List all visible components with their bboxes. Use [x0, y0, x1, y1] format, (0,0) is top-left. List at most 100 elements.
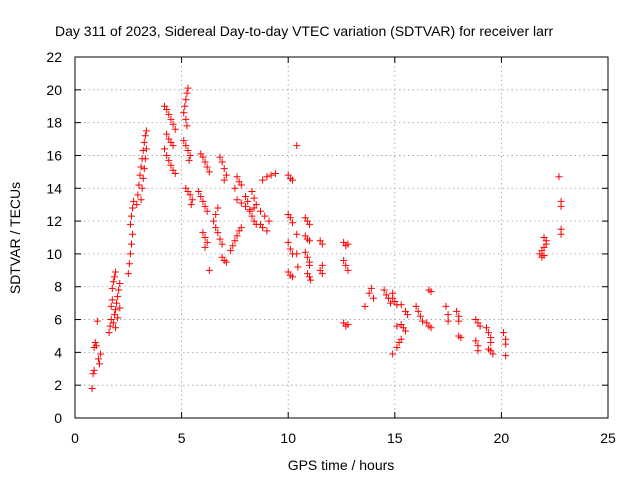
data-point: [134, 191, 142, 199]
data-point: [126, 250, 134, 258]
data-point: [187, 201, 195, 209]
data-point: [231, 184, 239, 192]
data-point: [242, 202, 250, 210]
x-tick-label: 0: [71, 430, 79, 446]
data-point: [487, 339, 495, 347]
data-point: [237, 199, 245, 207]
data-point: [124, 270, 132, 278]
y-tick-label: 8: [54, 279, 62, 295]
data-point: [419, 317, 427, 325]
data-point: [112, 306, 120, 314]
data-point: [105, 329, 113, 337]
data-point: [306, 273, 314, 281]
data-point: [301, 248, 309, 256]
data-point: [227, 247, 235, 255]
data-point: [259, 176, 267, 184]
data-point: [318, 270, 326, 278]
data-point: [163, 151, 171, 159]
data-point: [369, 294, 377, 302]
data-point: [229, 242, 237, 250]
data-point: [344, 320, 352, 328]
data-point: [288, 273, 296, 281]
data-point: [141, 155, 149, 163]
data-point: [380, 286, 388, 294]
data-point: [139, 174, 147, 182]
data-point: [263, 173, 271, 181]
data-point: [112, 324, 120, 332]
x-tick-label: 5: [178, 430, 186, 446]
data-point: [171, 125, 179, 133]
data-point: [427, 324, 435, 332]
data-point: [183, 122, 191, 130]
data-point: [199, 153, 207, 161]
data-point: [246, 207, 254, 215]
data-point: [133, 201, 141, 209]
data-point: [110, 273, 118, 281]
data-point: [557, 202, 565, 210]
data-point: [416, 312, 424, 320]
data-point: [130, 197, 138, 205]
data-point: [414, 307, 422, 315]
data-point: [212, 211, 220, 219]
data-point: [180, 109, 188, 117]
data-point: [169, 120, 177, 128]
data-point: [140, 138, 148, 146]
y-tick-label: 4: [54, 344, 62, 360]
data-point: [184, 147, 192, 155]
data-point: [114, 293, 122, 301]
x-tick-labels: 0 5 10 15 20 25: [71, 430, 616, 446]
data-point: [181, 102, 189, 110]
data-point: [303, 253, 311, 261]
data-point: [137, 163, 145, 171]
data-point: [109, 319, 117, 327]
x-axis-label: GPS time / hours: [288, 457, 395, 473]
data-point: [113, 299, 121, 307]
data-point: [455, 317, 463, 325]
grid-lines: [75, 57, 608, 418]
data-point: [203, 238, 211, 246]
data-point: [393, 322, 401, 330]
y-tick-label: 20: [46, 82, 62, 98]
data-point: [389, 350, 397, 358]
data-point: [222, 258, 230, 266]
x-tick-label: 10: [280, 430, 296, 446]
data-point: [199, 197, 207, 205]
data-point: [142, 127, 150, 135]
data-point: [97, 350, 105, 358]
data-point: [387, 299, 395, 307]
data-point: [139, 147, 147, 155]
y-tick-label: 12: [46, 213, 62, 229]
data-point: [344, 240, 352, 248]
data-point: [453, 307, 461, 315]
data-point: [186, 151, 194, 159]
data-point: [115, 286, 123, 294]
data-point: [340, 256, 348, 264]
data-point: [231, 237, 239, 245]
data-point: [233, 196, 241, 204]
data-point: [195, 188, 203, 196]
data-point: [412, 302, 420, 310]
data-point: [135, 181, 143, 189]
data-point: [125, 260, 133, 268]
data-point: [306, 220, 314, 228]
data-point: [89, 370, 97, 378]
data-point: [502, 352, 510, 360]
data-point: [500, 329, 508, 337]
data-point: [210, 217, 218, 225]
data-point: [108, 284, 116, 292]
data-point: [318, 261, 326, 269]
data-point: [248, 212, 256, 220]
data-point: [94, 355, 102, 363]
data-point: [165, 110, 173, 118]
data-point: [233, 232, 241, 240]
data-point: [482, 324, 490, 332]
data-point: [288, 219, 296, 227]
data-point: [237, 181, 245, 189]
data-point: [293, 142, 301, 150]
data-point: [557, 230, 565, 238]
data-point: [136, 171, 144, 179]
data-point: [342, 261, 350, 269]
data-point: [182, 96, 190, 104]
data-point: [129, 204, 137, 212]
